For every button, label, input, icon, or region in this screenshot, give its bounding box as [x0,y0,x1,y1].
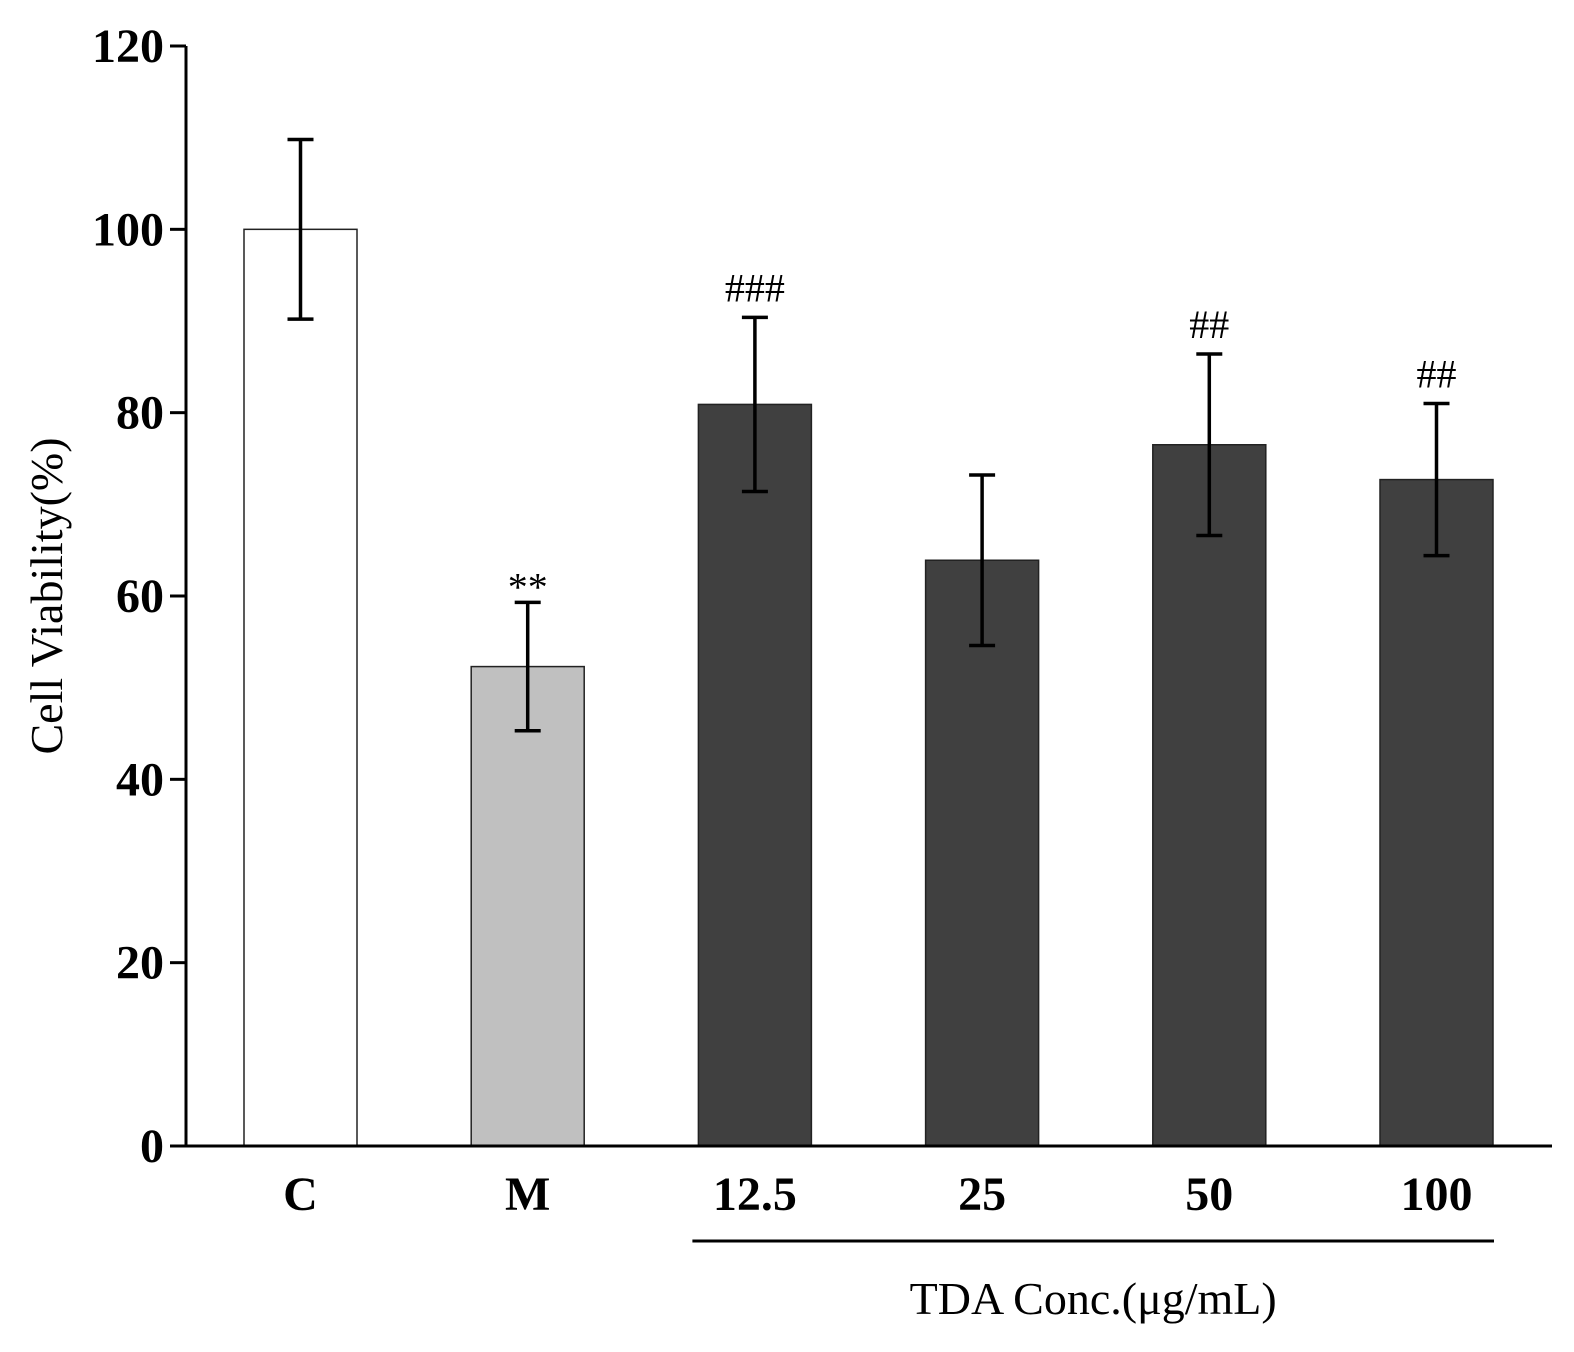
x-tick-label-M: M [505,1168,550,1221]
annotation-50: ## [1189,302,1229,347]
errorbars-layer [287,137,1450,733]
error-bar-12-5 [741,315,768,494]
y-tick-label-40: 40 [116,753,164,806]
annotation-100: ## [1417,352,1457,397]
x-tick-label-50: 50 [1185,1168,1233,1221]
y-tick-label-60: 60 [116,570,164,623]
bar-50 [1152,444,1267,1147]
error-bar-25 [969,473,996,648]
annotations-layer: **####### [508,265,1457,609]
bar-M [470,665,585,1147]
bar-100 [1379,478,1494,1147]
bars-layer [243,228,1494,1147]
y-tick-label-120: 120 [92,20,164,73]
bar-25 [924,559,1040,1147]
error-bar-100 [1423,401,1450,558]
group-label: TDA Conc.(μg/mL) [910,1273,1277,1324]
x-tick-label-12-5: 12.5 [713,1168,797,1221]
y-tick-label-20: 20 [116,937,164,990]
x-tick-label-100: 100 [1401,1168,1473,1221]
error-bar-M [514,600,541,733]
error-bar-C [287,137,314,321]
y-axis-title: Cell Viability(%) [21,437,72,754]
bar-C [243,228,358,1147]
y-tick-label-80: 80 [116,387,164,440]
error-bar-50 [1196,352,1223,538]
x-tick-label-25: 25 [958,1168,1006,1221]
y-tick-label-0: 0 [140,1120,164,1173]
x-tick-labels: C M 12.5 25 50 100 [283,1168,1472,1221]
axes-layer [184,46,1552,1148]
x-tick-label-C: C [283,1168,318,1221]
y-ticks: 0 20 40 60 80 100 120 [92,20,186,1173]
annotation-12-5: ### [725,265,785,310]
y-tick-label-100: 100 [92,203,164,256]
bar-12-5 [697,403,813,1147]
annotation-M: ** [508,564,548,609]
